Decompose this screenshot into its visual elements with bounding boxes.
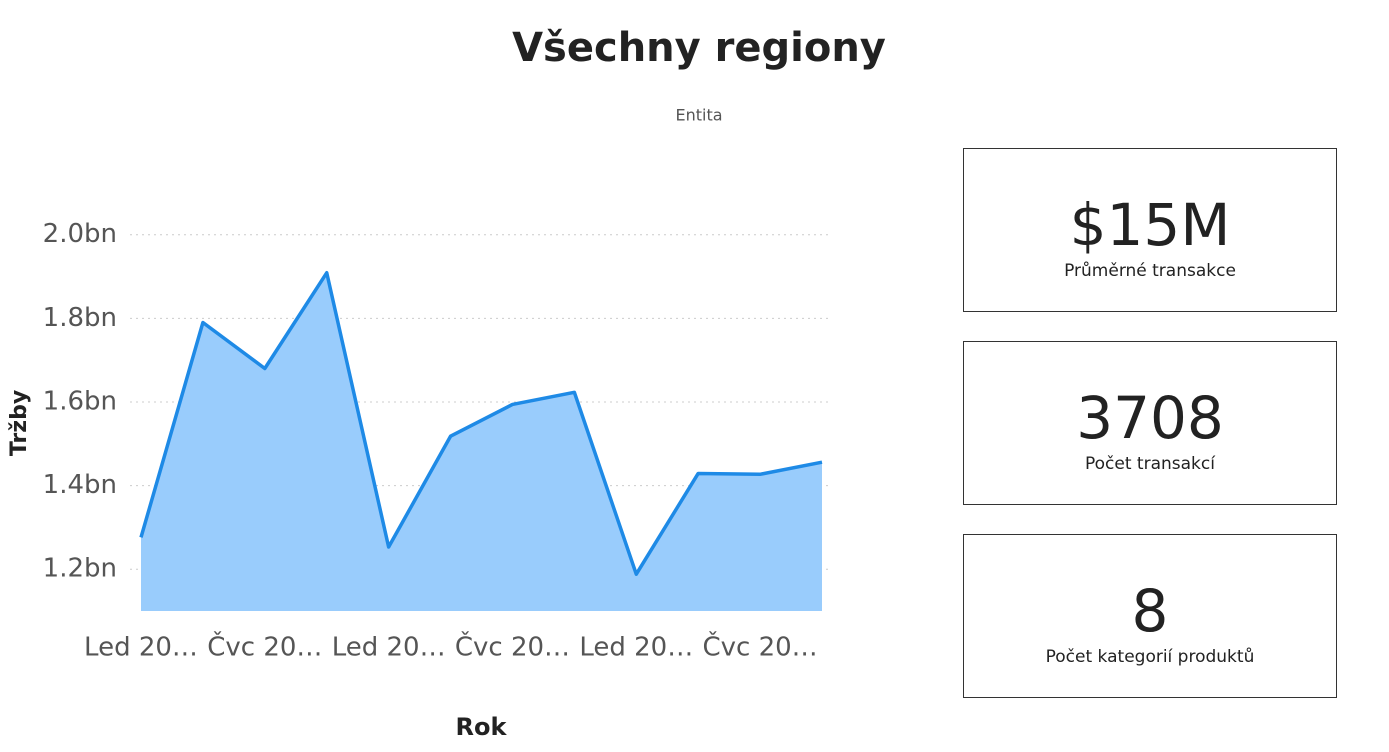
subtitle: Entita [675, 106, 722, 125]
y-tick-label: 2.0bn [43, 219, 117, 249]
x-tick-label: Čvc 20… [455, 631, 570, 663]
y-tick-label: 1.6bn [43, 386, 117, 416]
y-tick-label: 1.8bn [43, 303, 117, 333]
x-axis-title: Rok [456, 713, 508, 741]
card-label: Počet kategorií produktů [1045, 647, 1255, 667]
card-label: Průměrné transakce [1064, 261, 1236, 281]
kpi-card: 8 Počet kategorií produktů [963, 534, 1337, 698]
card-label: Počet transakcí [1085, 454, 1215, 474]
page-title: Všechny regiony [512, 25, 886, 71]
card-value: 3708 [1076, 384, 1224, 452]
x-tick-label: Čvc 20… [702, 631, 817, 663]
y-tick-label: 1.2bn [43, 554, 117, 584]
card-value: 8 [1131, 577, 1169, 645]
y-axis-title: Tržby [7, 390, 32, 456]
chart: Všechny regiony Entita Tržby Rok 1.2bn 1.… [7, 25, 886, 741]
kpi-card: $15M Průměrné transakce [963, 148, 1337, 312]
y-tick-label: 1.4bn [43, 470, 117, 500]
x-tick-label: Led 20… [84, 633, 198, 663]
card-value: $15M [1069, 191, 1231, 259]
kpi-card: 3708 Počet transakcí [963, 341, 1337, 505]
x-tick-label: Led 20… [579, 633, 693, 663]
area [141, 272, 822, 611]
x-tick-label: Čvc 20… [207, 631, 322, 663]
line [139, 271, 823, 576]
x-tick-label: Led 20… [332, 633, 446, 663]
